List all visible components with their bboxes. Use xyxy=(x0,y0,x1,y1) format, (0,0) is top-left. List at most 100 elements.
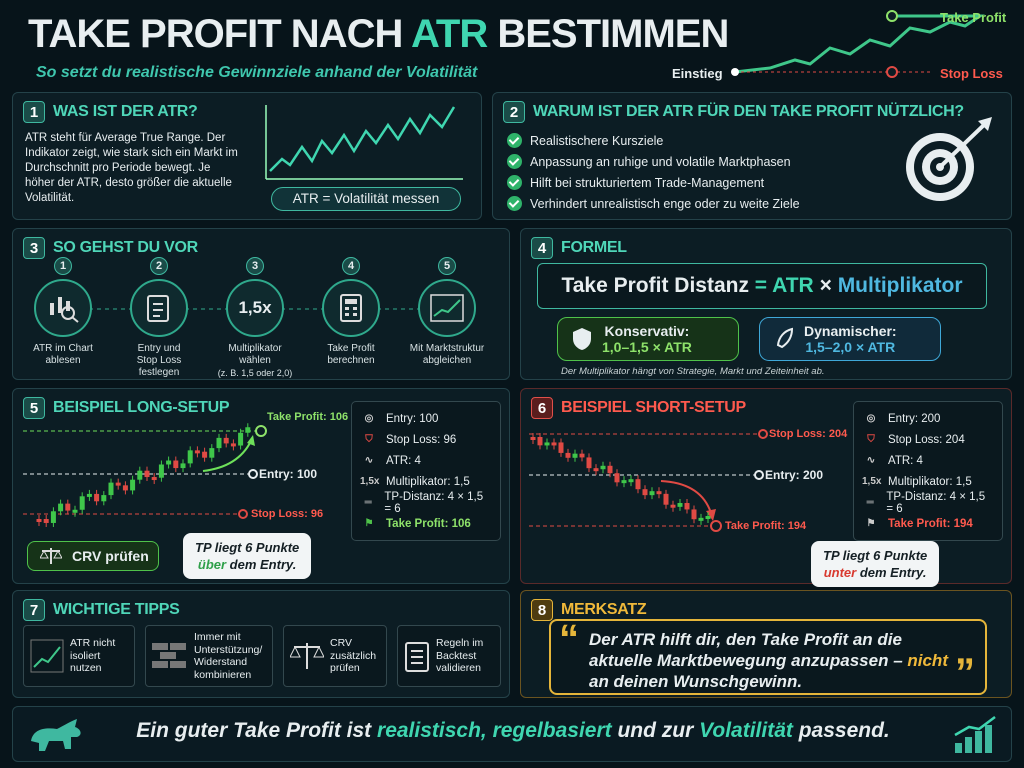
formula-term: ATR xyxy=(772,274,814,297)
step: 1 ATR im Chart ablesen xyxy=(15,257,111,367)
candle-body xyxy=(194,450,200,454)
stat: ◎ Entry: 200 xyxy=(866,412,941,425)
footer-highlight: Volatilität xyxy=(699,719,793,742)
step-number: 3 xyxy=(246,257,264,275)
section-number: 8 xyxy=(531,599,553,621)
stat: ⚑ Take Profit: 106 xyxy=(364,517,471,530)
stat-label: Multiplikator: 1,5 xyxy=(888,475,972,488)
candle-body xyxy=(593,468,599,472)
subtitle: So setzt du realistische Gewinnziele anh… xyxy=(36,64,478,81)
footer-part: Ein guter Take Profit ist xyxy=(136,719,378,742)
sl-label: Stop Loss xyxy=(940,66,1003,81)
panel-5: 5 BEISPIEL LONG-SETUP Take Profit: 106 E… xyxy=(12,388,510,584)
title-part: BESTIMMEN xyxy=(487,12,729,56)
tip-text: Regeln im Backtest validieren xyxy=(436,637,484,675)
tp-point xyxy=(886,10,898,22)
candle-body xyxy=(649,491,655,496)
candle-body xyxy=(36,519,42,522)
benefit: Verhindert unrealistisch enge oder zu we… xyxy=(507,196,800,211)
option-range: 1,0–1,5 × ATR xyxy=(602,339,692,355)
bubble-highlight: über xyxy=(197,557,227,572)
stat-label: Stop Loss: 204 xyxy=(888,433,965,446)
info-bubble: TP liegt 6 Punkte über dem Entry. xyxy=(183,533,312,579)
candle-body xyxy=(202,451,208,458)
short-chart xyxy=(529,429,768,532)
quote-mark: ” xyxy=(955,651,975,695)
step-label: Take Profit berechnen xyxy=(327,343,375,366)
info-bubble: TP liegt 6 Punkte unter dem Entry. xyxy=(811,541,940,587)
sl-label: Stop Loss: 96 xyxy=(251,508,324,520)
step-icon xyxy=(322,279,380,337)
candle-body xyxy=(628,479,634,483)
step-icon xyxy=(130,279,188,337)
sl-point xyxy=(886,66,898,78)
bubble-highlight: unter xyxy=(823,565,857,580)
tip: Regeln im Backtest validieren xyxy=(397,625,501,687)
tp-label: Take Profit: 194 xyxy=(725,520,807,532)
step-number: 2 xyxy=(150,257,168,275)
step-label: Entry und Stop Loss festlegen xyxy=(136,343,182,378)
section-title: WARUM IST DER ATR FÜR DEN TAKE PROFIT NÜ… xyxy=(533,103,964,120)
quote-box: “ Der ATR hilft dir, den Take Profit an … xyxy=(549,617,987,695)
candle-body xyxy=(635,479,641,490)
tp-label: Take Profit: 106 xyxy=(267,411,349,423)
formula-term: Take Profit Distanz xyxy=(561,274,749,297)
tip-text: Immer mit Unterstützung/ Widerstand komb… xyxy=(194,631,263,681)
candle-body xyxy=(544,442,550,446)
candle-body xyxy=(108,482,114,496)
stat: ∿ ATR: 4 xyxy=(364,454,421,467)
section-title: SO GEHST DU VOR xyxy=(53,239,198,256)
entry-label: Entry: 100 xyxy=(259,467,318,481)
note: Der Multiplikator hängt von Strategie, M… xyxy=(561,366,825,377)
candle-body xyxy=(79,496,85,510)
stat-label: ATR: 4 xyxy=(888,454,923,467)
stat-icon: 1,5x xyxy=(360,476,380,487)
option-range: 1,5–2,0 × ATR xyxy=(805,339,896,355)
candle-body xyxy=(579,453,585,458)
stat-label: Take Profit: 106 xyxy=(386,517,471,530)
option-conservative: Konservativ: 1,0–1,5 × ATR xyxy=(557,317,739,361)
quote-text: Der ATR hilft dir, den Take Profit an di… xyxy=(589,630,908,670)
formula-term: Multiplikator xyxy=(837,274,963,297)
stat: 1,5x Multiplikator: 1,5 xyxy=(360,471,492,492)
candle-body xyxy=(223,437,229,444)
candle-body xyxy=(230,443,236,447)
benefit: Anpassung an ruhige und volatile Marktph… xyxy=(507,154,800,169)
candle-body xyxy=(187,450,193,464)
bubble-text: dem Entry. xyxy=(226,557,297,572)
section-number: 6 xyxy=(531,397,553,419)
section-number: 4 xyxy=(531,237,553,259)
candle-body xyxy=(137,470,143,480)
candle-body xyxy=(72,509,78,513)
panel-4: 4 FORMEL Take Profit Distanz = ATR × Mul… xyxy=(520,228,1012,380)
step: 4 Take Profit berechnen xyxy=(303,257,399,367)
stat: ⛉ Stop Loss: 204 xyxy=(867,433,965,446)
benefit-text: Verhindert unrealistisch enge oder zu we… xyxy=(530,196,800,211)
panel-3: 3 SO GEHST DU VOR 1 ATR im Chart ablesen … xyxy=(12,228,510,380)
tip: ATR nicht isoliert nutzen xyxy=(23,625,135,687)
candle-body xyxy=(238,432,244,446)
tip: CRV zusätzlich prüfen xyxy=(283,625,387,687)
candle-body xyxy=(663,493,669,505)
target-icon xyxy=(906,117,992,201)
panel-1: 1 WAS IST DER ATR? ATR steht für Average… xyxy=(12,92,482,220)
section-number: 3 xyxy=(23,237,45,259)
benefit: Realistischere Kursziele xyxy=(507,133,800,148)
candle-body xyxy=(58,503,64,512)
panel-6: 6 BEISPIEL SHORT-SETUP Stop Loss: 204 En… xyxy=(520,388,1012,587)
footer-text: Ein guter Take Profit ist realistisch, r… xyxy=(13,719,1013,743)
formula-operator: = xyxy=(754,274,768,297)
stat-label: Stop Loss: 96 xyxy=(386,433,457,446)
benefit-text: Anpassung an ruhige und volatile Marktph… xyxy=(530,154,791,169)
step-label: Mit Marktstruktur abgleichen xyxy=(409,343,485,366)
candle-body xyxy=(565,452,571,458)
stat: ∿ ATR: 4 xyxy=(866,454,923,467)
candle-body xyxy=(691,509,697,520)
crv-button: CRV prüfen xyxy=(27,541,159,571)
candle-body xyxy=(173,460,179,469)
quote-mark: “ xyxy=(559,617,579,661)
candle-body xyxy=(537,437,543,446)
candle-body xyxy=(144,470,150,478)
stat-label: Multiplikator: 1,5 xyxy=(386,475,470,488)
